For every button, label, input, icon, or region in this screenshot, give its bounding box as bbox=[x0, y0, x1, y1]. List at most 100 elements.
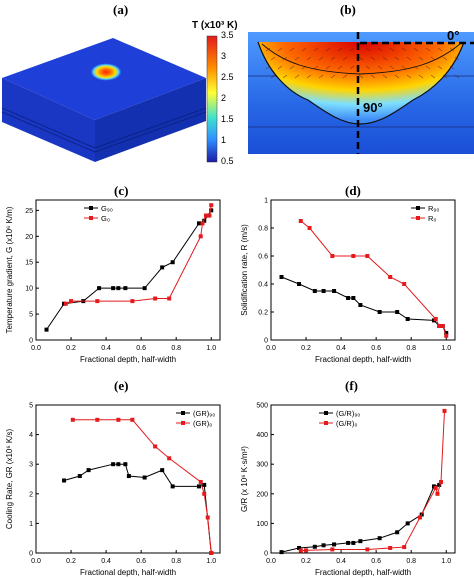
data-point bbox=[417, 515, 422, 520]
legend-marker bbox=[416, 206, 420, 210]
data-point bbox=[312, 544, 317, 549]
flow-arrow bbox=[389, 47, 395, 52]
block-right-face bbox=[95, 78, 206, 162]
data-point bbox=[196, 484, 201, 489]
data-point bbox=[170, 260, 175, 265]
legend-label: G₉₀ bbox=[101, 204, 113, 213]
series-line-0 bbox=[281, 276, 447, 334]
flow-arrow bbox=[318, 56, 324, 61]
data-point bbox=[167, 296, 172, 301]
x-tick-label: 0.2 bbox=[66, 558, 76, 565]
x-tick-label: 0.6 bbox=[136, 345, 146, 352]
data-point bbox=[202, 482, 207, 487]
data-point bbox=[298, 548, 303, 553]
flow-arrow bbox=[349, 65, 355, 70]
panel-label-e: (e) bbox=[114, 378, 129, 393]
colorbar-tick-label: 1.5 bbox=[221, 114, 234, 124]
flow-arrow bbox=[401, 47, 407, 52]
flow-arrow bbox=[382, 74, 388, 79]
flow-arrow bbox=[418, 56, 424, 61]
y-tick-label: 0 bbox=[29, 338, 33, 345]
series-line-0 bbox=[46, 210, 212, 330]
data-point bbox=[116, 462, 121, 467]
flow-arrow bbox=[282, 56, 288, 61]
x-tick-label: 0.0 bbox=[31, 558, 41, 565]
colorbar-tick-label: 2.5 bbox=[221, 72, 234, 82]
data-point bbox=[86, 468, 91, 473]
data-point bbox=[435, 491, 440, 496]
x-tick-label: 0.2 bbox=[301, 345, 311, 352]
flow-arrow bbox=[325, 65, 331, 70]
melt-pool-cross-section bbox=[248, 32, 474, 154]
flow-arrow bbox=[370, 56, 376, 61]
data-point bbox=[437, 324, 442, 328]
flow-arrow bbox=[349, 47, 355, 52]
y-tick-label: 3 bbox=[29, 462, 33, 469]
y-tick-label: 500 bbox=[256, 403, 268, 410]
series-line-1 bbox=[72, 419, 212, 554]
data-point bbox=[62, 478, 67, 483]
panel-label-d: (d) bbox=[345, 183, 361, 198]
flow-arrow bbox=[365, 65, 371, 70]
data-point bbox=[346, 296, 351, 300]
data-point bbox=[321, 289, 326, 293]
x-tick-label: 0.8 bbox=[406, 558, 416, 565]
data-point bbox=[279, 275, 284, 279]
panel-label-c: (c) bbox=[114, 183, 129, 198]
series-line-1 bbox=[65, 205, 212, 305]
data-point bbox=[437, 482, 442, 487]
flow-arrow bbox=[454, 56, 460, 61]
data-point bbox=[167, 456, 172, 461]
flow-arrow bbox=[265, 65, 271, 70]
y-tick-label: 25 bbox=[25, 208, 33, 215]
flow-arrow bbox=[337, 47, 343, 52]
data-point bbox=[123, 286, 128, 291]
data-point bbox=[207, 213, 212, 218]
data-point bbox=[160, 265, 165, 270]
y-tick-label: 4 bbox=[29, 432, 33, 439]
flow-arrow bbox=[365, 47, 371, 52]
y-tick-label: 20 bbox=[25, 234, 33, 241]
melt-pool-3d-render bbox=[1, 38, 207, 162]
data-point bbox=[365, 547, 370, 552]
legend-marker bbox=[89, 216, 93, 220]
y-axis-label: Cooling Rate, GR (x10⁶ K/s) bbox=[5, 429, 14, 530]
flow-arrow bbox=[418, 74, 424, 79]
data-point bbox=[77, 474, 82, 479]
data-point bbox=[312, 289, 317, 293]
data-point bbox=[111, 286, 116, 291]
data-point bbox=[358, 539, 363, 544]
x-tick-label: 0.6 bbox=[371, 558, 381, 565]
series-line-0 bbox=[63, 463, 212, 554]
flow-arrow bbox=[377, 65, 383, 70]
data-point bbox=[321, 543, 326, 548]
flow-arrow bbox=[430, 56, 436, 61]
plot-frame bbox=[270, 404, 456, 554]
data-point bbox=[153, 296, 158, 301]
temperature-colorbar bbox=[206, 35, 218, 163]
x-tick-label: 1.0 bbox=[441, 558, 451, 565]
data-point bbox=[202, 491, 207, 496]
data-point bbox=[405, 317, 410, 321]
colorbar-tick-label: 3 bbox=[221, 51, 227, 61]
y-tick-label: 0.6 bbox=[258, 254, 268, 261]
data-point bbox=[388, 545, 393, 550]
data-point bbox=[209, 208, 214, 213]
data-point bbox=[130, 417, 135, 422]
y-tick-label: 1 bbox=[264, 198, 268, 205]
data-point bbox=[444, 331, 449, 335]
x-tick-label: 1.0 bbox=[206, 558, 216, 565]
legend-label: R₀ bbox=[428, 214, 437, 223]
x-tick-label: 0.6 bbox=[371, 345, 381, 352]
y-axis-label: Temperature gradient, G (x10⁶ K/m) bbox=[5, 206, 14, 333]
legend-label: (GR)₉₀ bbox=[193, 409, 215, 418]
y-tick-label: 0 bbox=[264, 551, 268, 558]
flow-arrow bbox=[294, 56, 300, 61]
flow-arrow bbox=[270, 56, 276, 61]
x-tick-label: 0.0 bbox=[31, 345, 41, 352]
colorbar-tick-label: 0.5 bbox=[221, 156, 234, 166]
x-tick-label: 0.6 bbox=[136, 558, 146, 565]
flow-arrow bbox=[358, 56, 364, 61]
flow-arrow bbox=[389, 65, 395, 70]
flow-arrow bbox=[413, 47, 419, 52]
